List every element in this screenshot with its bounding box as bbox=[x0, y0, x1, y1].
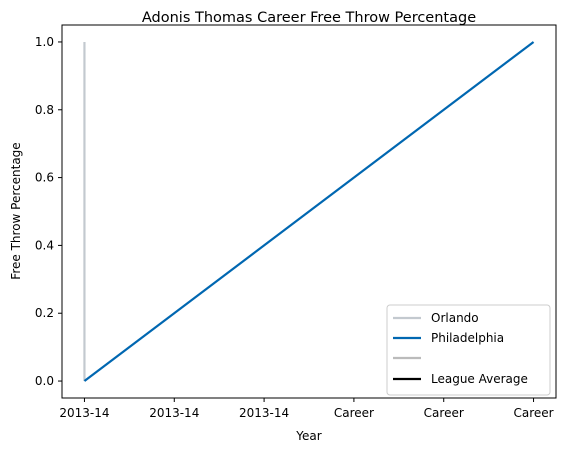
x-tick-label: Career bbox=[424, 406, 464, 420]
x-tick-label: Career bbox=[334, 406, 374, 420]
x-tick-label: Career bbox=[513, 406, 553, 420]
x-tick-label: 2013-14 bbox=[59, 406, 109, 420]
legend-label: League Average bbox=[431, 372, 528, 386]
x-tick-label: 2013-14 bbox=[239, 406, 289, 420]
y-tick-label: 0.2 bbox=[35, 306, 54, 320]
y-tick-label: 1.0 bbox=[35, 35, 54, 49]
legend-label: Orlando bbox=[431, 311, 479, 325]
legend-label: Philadelphia bbox=[431, 331, 504, 345]
legend: Orlando Philadelphia League Average bbox=[386, 304, 551, 396]
y-tick-label: 0.4 bbox=[35, 238, 54, 252]
plot-frame bbox=[61, 24, 557, 399]
x-axis: 2013-14 2013-14 2013-14 Career Career Career bbox=[59, 398, 554, 420]
x-axis-label: Year bbox=[295, 429, 321, 443]
y-tick-label: 0.8 bbox=[35, 103, 54, 117]
legend-box bbox=[386, 304, 551, 396]
chart-title: Adonis Thomas Career Free Throw Percenta… bbox=[142, 10, 476, 26]
series-line-philadelphia bbox=[83, 41, 535, 382]
y-axis-label: Free Throw Percentage bbox=[9, 142, 23, 279]
x-tick-label: 2013-14 bbox=[149, 406, 199, 420]
plot-lines bbox=[83, 41, 535, 382]
y-tick-label: 0.6 bbox=[35, 171, 54, 185]
y-tick-label: 0.0 bbox=[35, 374, 54, 388]
y-axis: 0.0 0.2 0.4 0.6 0.8 1.0 bbox=[35, 35, 62, 388]
